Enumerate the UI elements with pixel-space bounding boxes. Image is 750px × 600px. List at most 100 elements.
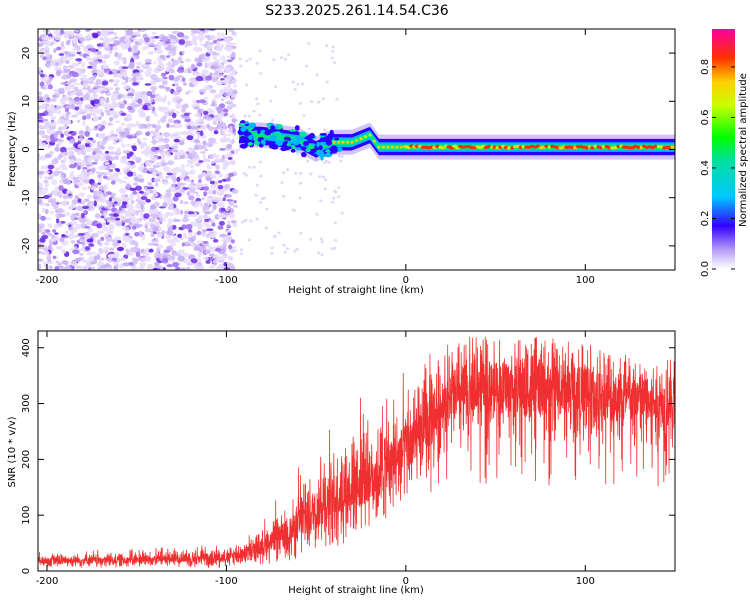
noise-blob	[82, 120, 86, 126]
noise-blob	[151, 88, 156, 94]
noise-blob	[131, 226, 137, 230]
noise-blob	[105, 150, 110, 154]
noise-blob	[81, 212, 85, 219]
noise-blob	[195, 157, 201, 161]
noise-blob	[85, 38, 92, 41]
noise-blob	[98, 134, 106, 139]
noise-blob	[132, 190, 138, 195]
noise-blob	[129, 251, 134, 256]
noise-blob	[296, 152, 300, 155]
colorbar-tick-label: 0.4	[700, 160, 711, 176]
noise-blob	[63, 156, 67, 163]
noise-blob	[100, 172, 107, 176]
noise-blob	[127, 47, 132, 52]
noise-blob	[88, 127, 92, 133]
noise-blob	[181, 217, 190, 223]
noise-blob	[219, 255, 227, 261]
noise-blob	[190, 169, 196, 176]
noise-blob	[171, 183, 176, 188]
noise-blob	[163, 113, 170, 117]
noise-blob	[57, 262, 62, 266]
noise-blob	[226, 59, 233, 63]
noise-blob	[317, 251, 321, 255]
noise-blob	[47, 193, 53, 197]
noise-blob	[47, 261, 54, 265]
noise-blob	[154, 154, 159, 158]
snr-series-line	[38, 336, 675, 569]
noise-blob	[50, 138, 55, 144]
noise-blob	[198, 179, 202, 183]
noise-blob	[247, 238, 251, 242]
noise-blob	[120, 215, 127, 221]
noise-blob	[93, 255, 99, 261]
noise-blob	[150, 94, 156, 99]
noise-blob	[337, 186, 341, 190]
noise-blob	[228, 236, 233, 240]
noise-blob	[191, 200, 196, 206]
noise-blob	[207, 142, 212, 148]
noise-blob	[58, 87, 65, 91]
noise-blob	[214, 247, 222, 252]
carrier-core	[441, 146, 445, 150]
noise-blob	[64, 107, 69, 113]
noise-blob	[48, 122, 56, 127]
noise-blob	[106, 199, 110, 204]
noise-blob	[38, 229, 43, 233]
noise-blob	[225, 43, 230, 46]
noise-blob	[158, 78, 165, 82]
noise-blob	[97, 174, 102, 178]
noise-blob	[115, 79, 120, 84]
noise-blob	[282, 195, 286, 198]
noise-blob	[207, 220, 213, 223]
colorbar-gradient	[712, 29, 735, 269]
noise-blob	[218, 202, 225, 208]
noise-blob	[67, 133, 72, 137]
noise-blob	[58, 185, 64, 191]
noise-blob	[53, 203, 59, 210]
noise-blob	[192, 72, 197, 76]
noise-blob	[180, 130, 188, 136]
noise-blob	[71, 62, 79, 68]
noise-blob	[141, 236, 146, 241]
noise-blob	[80, 172, 88, 177]
noise-blob	[159, 67, 165, 71]
spectrogram-xlabel: Height of straight line (km)	[288, 285, 424, 296]
transition-blob	[319, 133, 327, 136]
noise-blob	[301, 82, 305, 86]
noise-blob	[277, 231, 281, 235]
noise-blob	[179, 209, 184, 215]
noise-blob	[217, 31, 221, 38]
noise-blob	[38, 213, 42, 217]
noise-blob	[227, 255, 234, 260]
noise-blob	[325, 80, 329, 84]
noise-blob	[233, 249, 237, 253]
noise-blob	[200, 245, 207, 251]
noise-blob	[211, 173, 217, 179]
noise-blob	[105, 54, 111, 58]
noise-blob	[47, 164, 55, 170]
carrier-core	[354, 139, 359, 142]
transition-blob	[260, 139, 266, 145]
noise-blob	[165, 212, 171, 216]
noise-blob	[61, 98, 66, 104]
y-tick-label: 0	[21, 568, 32, 574]
noise-blob	[232, 204, 238, 208]
noise-blob	[127, 92, 135, 97]
carrier-core	[510, 146, 514, 150]
noise-blob	[194, 131, 201, 135]
noise-blob	[183, 201, 190, 205]
noise-blob	[98, 249, 106, 254]
noise-blob	[40, 73, 46, 78]
noise-blob	[109, 247, 114, 251]
noise-blob	[227, 129, 233, 134]
noise-blob	[150, 74, 158, 80]
noise-blob	[194, 144, 199, 151]
noise-blob	[163, 115, 168, 119]
noise-blob	[220, 98, 225, 102]
carrier-core	[381, 145, 385, 149]
noise-blob	[148, 150, 153, 155]
noise-blob	[160, 63, 165, 69]
noise-blob	[201, 53, 206, 57]
noise-blob	[43, 195, 50, 199]
